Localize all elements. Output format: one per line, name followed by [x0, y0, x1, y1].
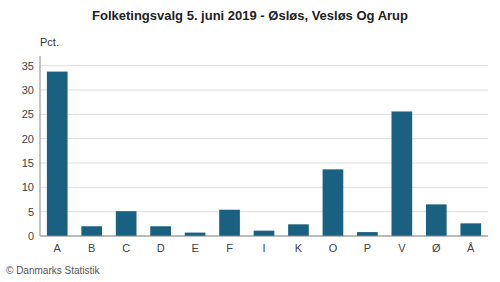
- bar: [47, 72, 68, 236]
- y-tick-label: 15: [22, 157, 34, 169]
- grid-line: [40, 236, 488, 237]
- y-tick-label: 0: [28, 230, 34, 242]
- x-tick-label: I: [262, 242, 265, 254]
- y-axis-label: Pct.: [40, 36, 59, 48]
- chart: Folketingsvalg 5. juni 2019 - Øsløs, Ves…: [0, 0, 500, 282]
- bar: [219, 210, 240, 236]
- bar: [392, 111, 413, 236]
- footer: © Danmarks Statistik: [6, 265, 101, 276]
- bar: [323, 169, 344, 236]
- grid-line: [40, 114, 488, 115]
- grid-line: [40, 187, 488, 188]
- x-axis-line: [40, 236, 488, 237]
- grid-line: [40, 90, 488, 91]
- y-axis-line: [40, 56, 41, 236]
- y-tick-label: 35: [22, 60, 34, 72]
- grid-line: [40, 65, 488, 66]
- x-tick-label: Å: [467, 242, 475, 254]
- grid: [40, 66, 488, 236]
- x-tick-label: A: [54, 242, 62, 254]
- x-tick-label: K: [295, 242, 303, 254]
- grid-line: [40, 163, 488, 164]
- bar: [116, 211, 137, 236]
- x-tick-label: Ø: [432, 242, 441, 254]
- x-tick-label: B: [88, 242, 95, 254]
- y-tick-label: 25: [22, 108, 34, 120]
- x-tick-label: C: [122, 242, 130, 254]
- bar: [254, 231, 275, 236]
- bar: [81, 226, 102, 236]
- y-tick-label: 10: [22, 181, 34, 193]
- y-tick-label: 30: [22, 84, 34, 96]
- bar: [460, 223, 481, 236]
- bar: [426, 204, 447, 236]
- y-tick-label: 20: [22, 133, 34, 145]
- x-tick-label: E: [191, 242, 198, 254]
- title: Folketingsvalg 5. juni 2019 - Øsløs, Ves…: [92, 8, 408, 23]
- x-tick-label: D: [157, 242, 165, 254]
- x-tick-label: P: [364, 242, 371, 254]
- x-tick-label: F: [226, 242, 233, 254]
- bars: [47, 72, 481, 236]
- grid-line: [40, 138, 488, 139]
- chart-container: Folketingsvalg 5. juni 2019 - Øsløs, Ves…: [0, 0, 500, 282]
- bar: [357, 232, 378, 236]
- x-tick-label: O: [329, 242, 338, 254]
- bar: [288, 224, 309, 236]
- grid-line: [40, 211, 488, 212]
- bar: [150, 226, 171, 236]
- x-tick-label: V: [398, 242, 406, 254]
- y-tick-label: 5: [28, 206, 34, 218]
- bar: [185, 233, 206, 236]
